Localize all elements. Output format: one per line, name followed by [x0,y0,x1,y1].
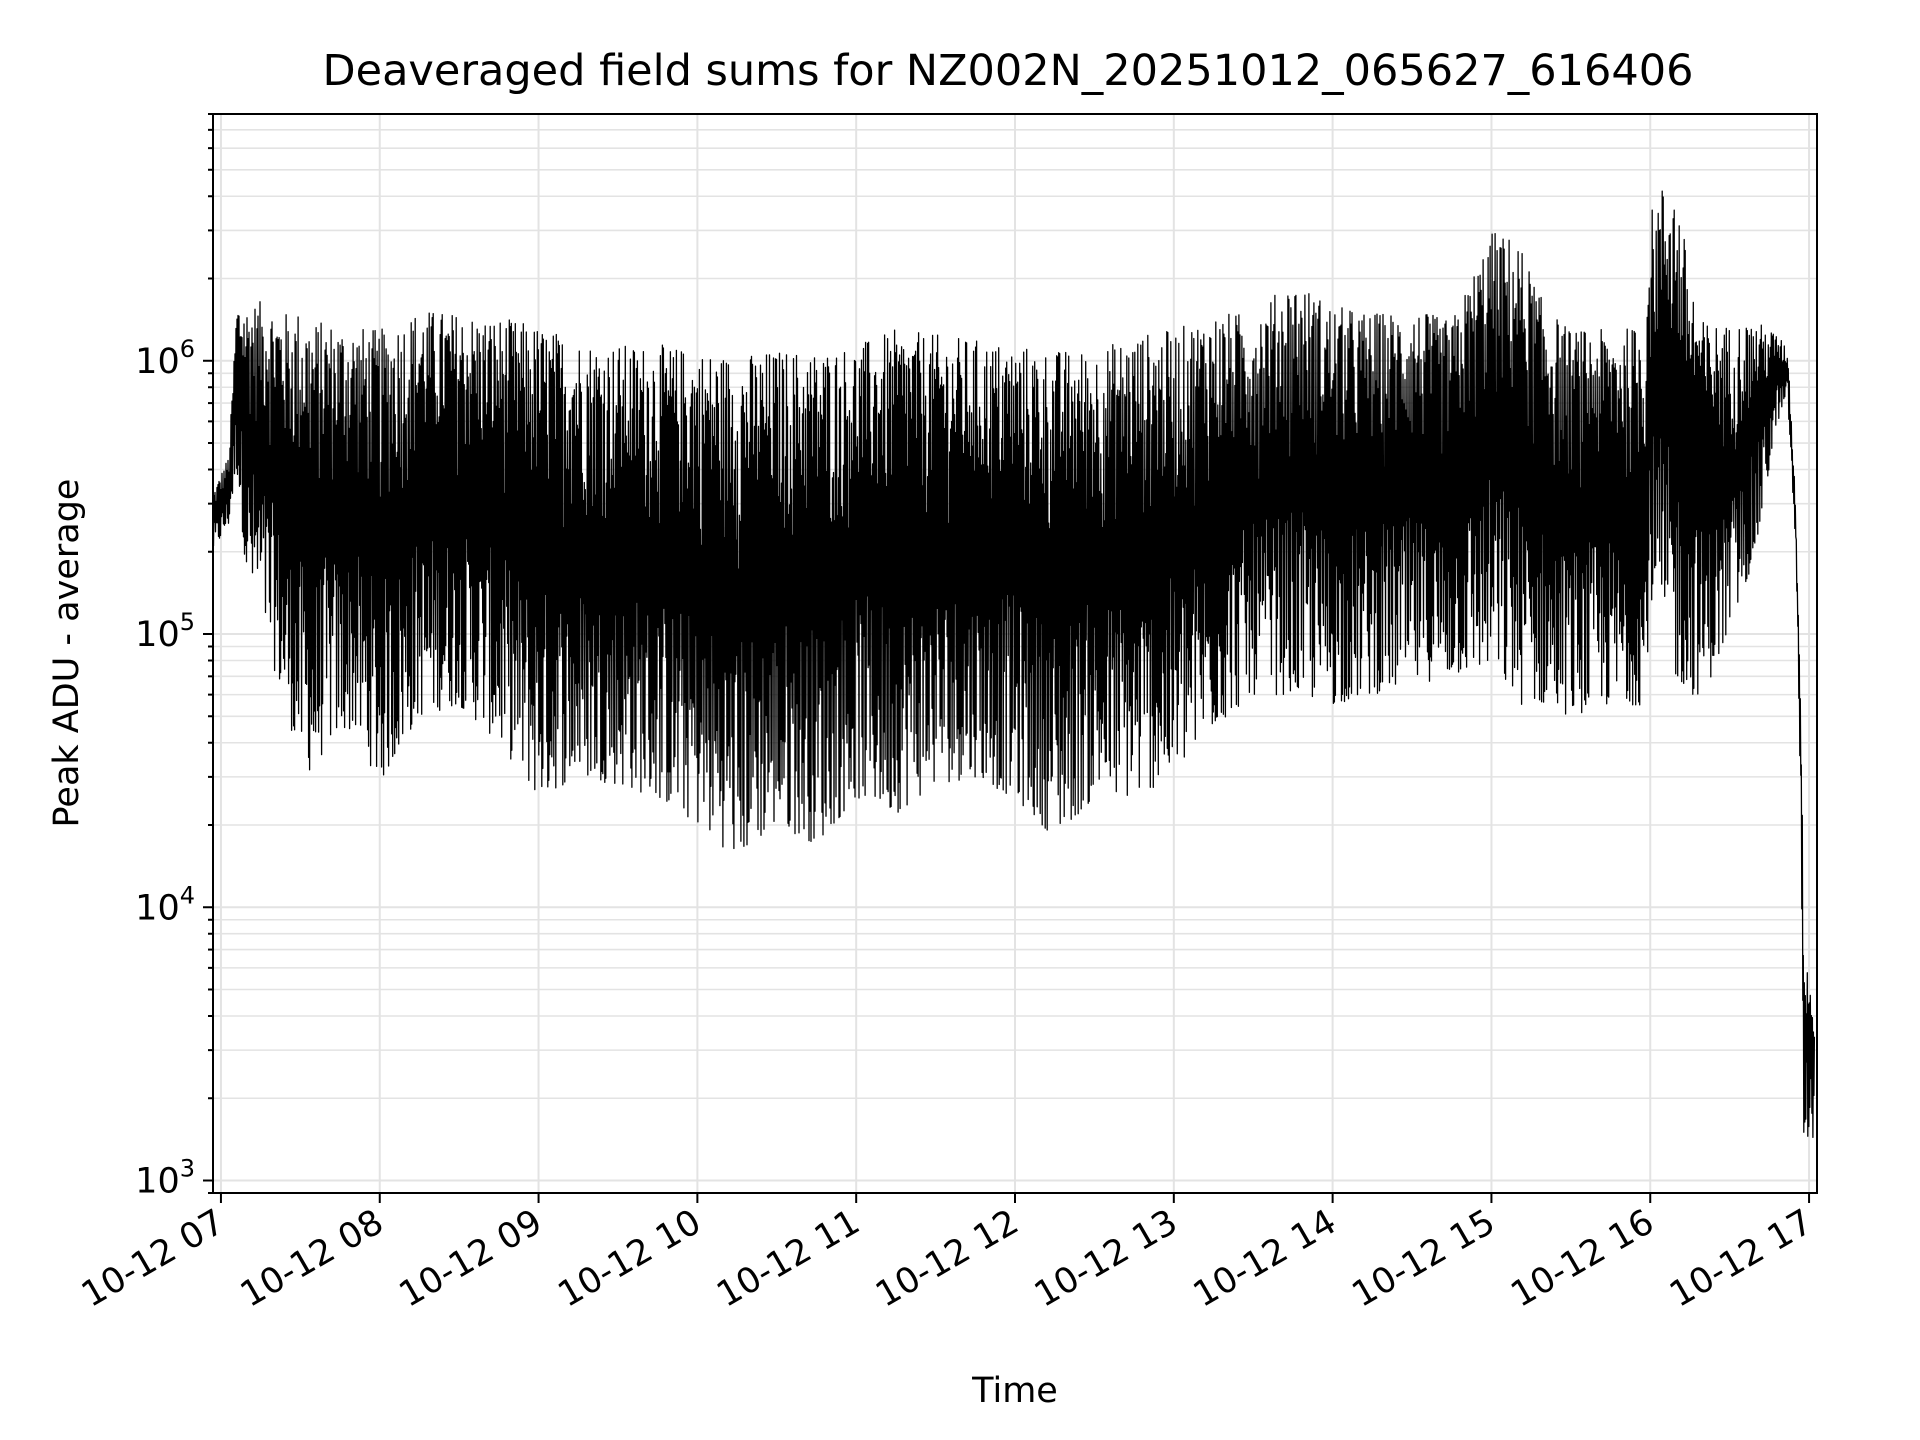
x-tick-label: 10-12 15 [1346,1202,1502,1315]
x-tick-label: 10-12 09 [393,1202,549,1315]
x-tick-label: 10-12 16 [1504,1202,1660,1315]
y-tick-label: 106 [135,335,195,382]
y-tick-label: 103 [135,1154,195,1201]
y-tick-label: 104 [135,881,195,928]
plot-area [212,190,1816,1139]
x-tick-label: 10-12 12 [869,1202,1025,1315]
x-tick-label: 10-12 13 [1028,1202,1184,1315]
x-tick-label: 10-12 07 [75,1202,231,1315]
chart-title: Deaveraged field sums for NZ002N_2025101… [323,46,1694,96]
x-tick-label: 10-12 14 [1187,1202,1343,1315]
x-tick-label: 10-12 17 [1663,1202,1819,1315]
x-tick-label: 10-12 11 [710,1202,866,1315]
y-axis-label: Peak ADU - average [47,479,87,828]
x-tick-label: 10-12 08 [234,1202,390,1315]
y-axis: 103 104 105 106 [135,113,213,1201]
x-tick-label: 10-12 10 [552,1202,708,1315]
series-line [212,190,1816,1139]
x-axis-label: Time [971,1371,1058,1411]
y-tick-label: 105 [135,608,195,655]
x-axis: 10-12 07 10-12 08 10-12 09 10-12 10 10-12 11… [75,1193,1820,1315]
